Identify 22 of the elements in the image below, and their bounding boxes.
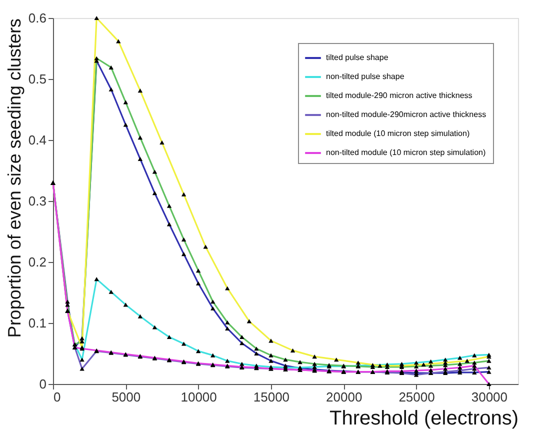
x-tick-label: 0 — [54, 390, 61, 404]
legend-label: non-tilted module-290micron active thickness — [326, 110, 486, 119]
y-tick-label: 0 — [39, 376, 46, 392]
y-tick-label: 0.4 — [28, 132, 46, 148]
x-tick-label: 5000 — [112, 390, 141, 404]
legend-label: non-tilted module (10 micron step simulation) — [326, 148, 486, 157]
legend-label: tilted module (10 micron step simulation) — [326, 129, 470, 138]
x-tick-label: 30000 — [471, 390, 508, 404]
y-tick-label: 0.3 — [28, 194, 46, 208]
x-tick-label: 20000 — [326, 390, 362, 404]
y-tick-label: 0.5 — [28, 72, 46, 86]
x-tick-label: 15000 — [253, 390, 290, 404]
legend-label: tilted module-290 micron active thickness — [326, 91, 472, 100]
legend-label: tilted pulse shape — [326, 53, 389, 62]
y-tick-label: 0.6 — [28, 10, 46, 26]
y-tick-label: 0.2 — [28, 254, 46, 270]
x-tick-label: 25000 — [398, 390, 435, 404]
x-tick-label: 10000 — [180, 390, 217, 404]
y-tick-label: 0.1 — [28, 316, 46, 330]
x-axis-title: Threshold (electrons) — [330, 408, 518, 430]
y-axis-title: Proportion of even size seeding clusters — [4, 18, 24, 338]
legend-label: non-tilted pulse shape — [326, 72, 405, 81]
